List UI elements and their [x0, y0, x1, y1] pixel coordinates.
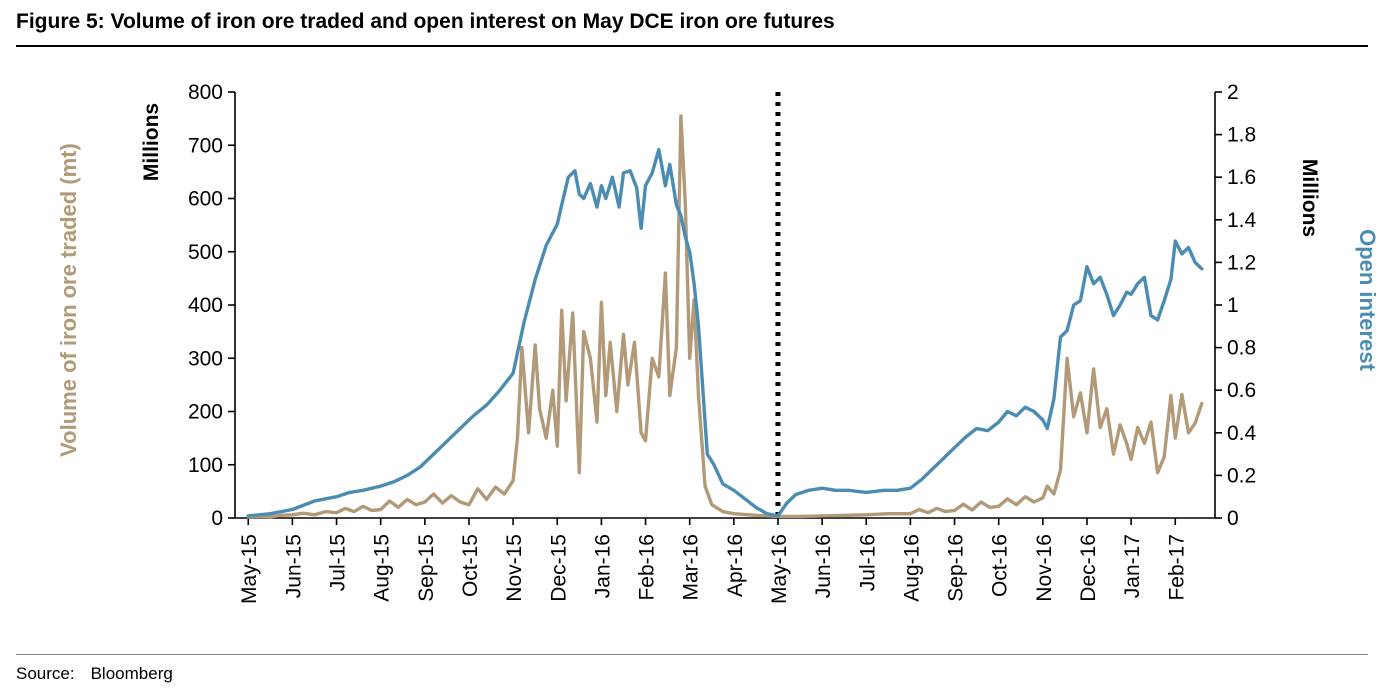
svg-text:400: 400 — [188, 294, 223, 317]
svg-text:100: 100 — [188, 454, 223, 477]
svg-text:Feb-17: Feb-17 — [1165, 534, 1188, 601]
volume-series-line — [246, 114, 1204, 519]
axes — [228, 91, 1222, 525]
x-axis-labels: May-15 Jun-15 Jul-15 Aug-15 Sep-15 Oct-15 Nov-… — [238, 534, 1188, 604]
svg-text:1.8: 1.8 — [1227, 124, 1256, 147]
svg-text:Dec-15: Dec-15 — [547, 534, 570, 602]
svg-text:0: 0 — [211, 507, 223, 530]
svg-text:Dec-16: Dec-16 — [1077, 534, 1100, 602]
svg-text:0.6: 0.6 — [1227, 379, 1256, 402]
left-units-label: Millions — [140, 103, 163, 181]
svg-text:0.8: 0.8 — [1227, 337, 1256, 360]
svg-text:Aug-16: Aug-16 — [900, 534, 923, 602]
open-interest-series-line — [246, 147, 1204, 518]
svg-text:Jul-15: Jul-15 — [327, 534, 350, 591]
svg-text:300: 300 — [188, 347, 223, 370]
svg-text:Jul-16: Jul-16 — [856, 534, 879, 591]
svg-text:May-15: May-15 — [238, 534, 261, 604]
svg-text:800: 800 — [188, 81, 223, 104]
y-axis-left-labels: 0 100 200 300 400 500 600 700 800 — [188, 81, 223, 530]
y-axis-right-labels: 0 0.2 0.4 0.6 0.8 1 1.2 1.4 1.6 1.8 2 — [1227, 81, 1257, 530]
source-label: Source: — [16, 664, 75, 683]
svg-text:Sep-15: Sep-15 — [415, 534, 438, 602]
figure-title: Figure 5: Volume of iron ore traded and … — [16, 10, 835, 33]
svg-text:Mar-16: Mar-16 — [680, 534, 703, 601]
svg-text:May-16: May-16 — [768, 534, 791, 604]
svg-text:200: 200 — [188, 401, 223, 424]
source-divider — [16, 654, 1368, 655]
svg-text:Aug-15: Aug-15 — [371, 534, 394, 602]
svg-text:2: 2 — [1227, 81, 1239, 104]
svg-text:Feb-16: Feb-16 — [636, 534, 659, 601]
right-units-label: Millions — [1298, 159, 1321, 237]
svg-text:1.6: 1.6 — [1227, 166, 1256, 189]
title-divider — [16, 45, 1368, 47]
svg-text:500: 500 — [188, 241, 223, 264]
volume-axis-title: Volume of iron ore traded (mt) — [56, 143, 81, 457]
source-line: Source: Bloomberg — [16, 664, 173, 684]
svg-text:Oct-16: Oct-16 — [989, 534, 1012, 597]
svg-text:Sep-16: Sep-16 — [945, 534, 968, 602]
open-interest-axis-title: Open interest — [1355, 229, 1380, 371]
axis-titles: Millions Volume of iron ore traded (mt) Mi… — [56, 103, 1380, 457]
svg-text:Oct-15: Oct-15 — [459, 534, 482, 597]
svg-text:Apr-16: Apr-16 — [724, 534, 747, 597]
svg-text:0: 0 — [1227, 507, 1239, 530]
svg-text:Jun-16: Jun-16 — [812, 534, 835, 598]
svg-text:0.4: 0.4 — [1227, 422, 1257, 445]
svg-text:Nov-15: Nov-15 — [503, 534, 526, 602]
svg-text:Nov-16: Nov-16 — [1033, 534, 1056, 602]
source-value: Bloomberg — [90, 664, 173, 683]
svg-text:1.4: 1.4 — [1227, 209, 1257, 232]
svg-text:0.2: 0.2 — [1227, 464, 1256, 487]
svg-text:Jan-17: Jan-17 — [1121, 534, 1144, 598]
svg-text:700: 700 — [188, 134, 223, 157]
svg-text:Jun-15: Jun-15 — [282, 534, 305, 598]
svg-text:600: 600 — [188, 188, 223, 211]
svg-text:Jan-16: Jan-16 — [591, 534, 614, 598]
svg-text:1: 1 — [1227, 294, 1239, 317]
svg-text:1.2: 1.2 — [1227, 251, 1256, 274]
